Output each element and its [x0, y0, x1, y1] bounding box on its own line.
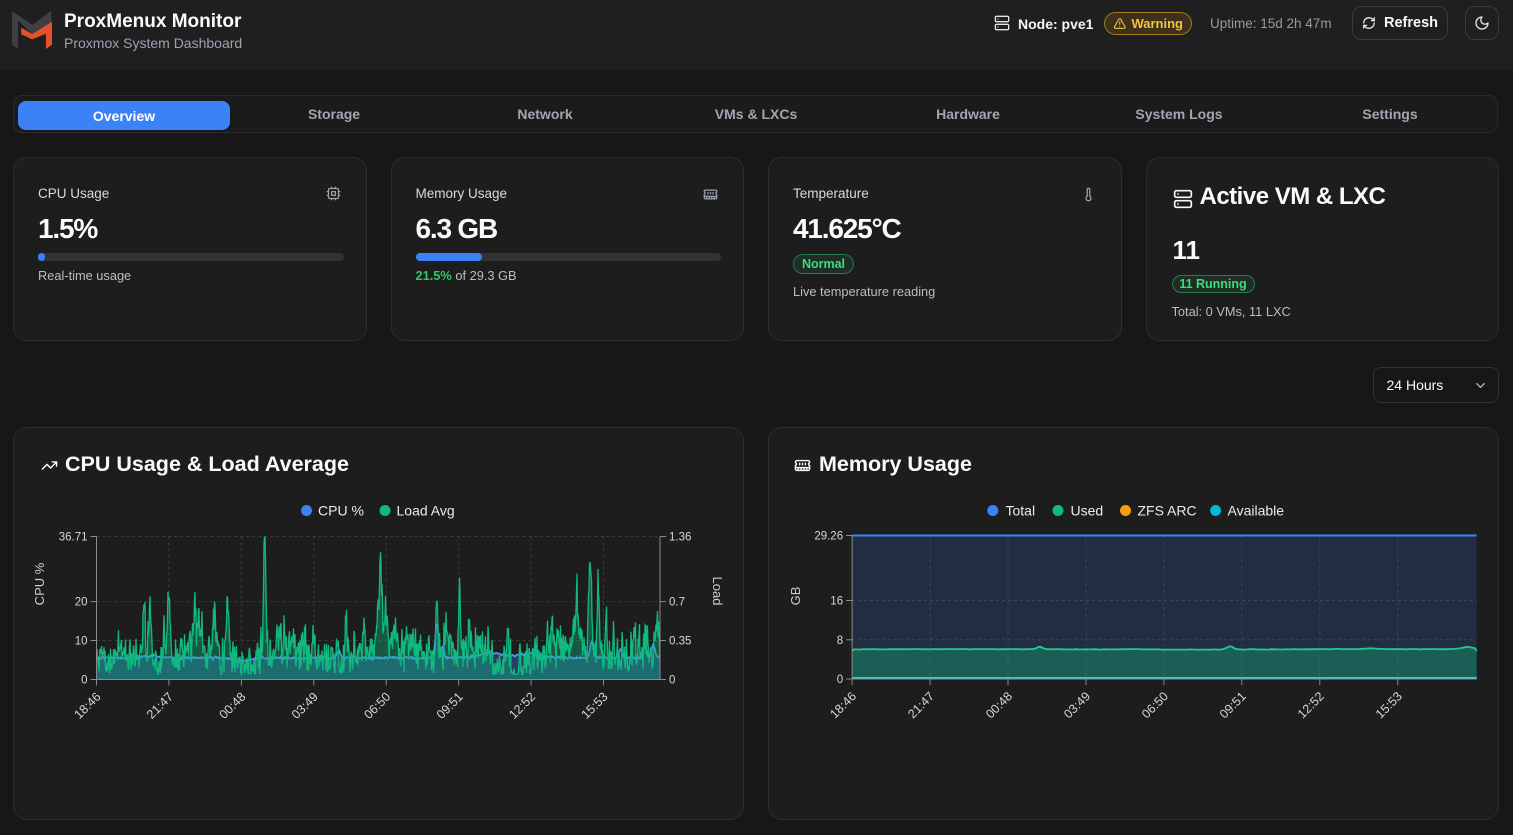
svg-text:00:48: 00:48: [983, 689, 1015, 721]
svg-text:0: 0: [837, 674, 843, 686]
svg-text:20: 20: [75, 597, 88, 609]
svg-text:0: 0: [669, 675, 675, 687]
svg-text:Used: Used: [1071, 503, 1104, 519]
svg-text:Load: Load: [710, 577, 725, 606]
svg-text:10: 10: [75, 636, 88, 648]
svg-text:03:49: 03:49: [1061, 689, 1093, 721]
svg-text:8: 8: [837, 635, 843, 647]
svg-text:1.36: 1.36: [669, 532, 691, 544]
svg-text:CPU %: CPU %: [32, 562, 47, 605]
svg-text:12:52: 12:52: [1295, 689, 1327, 721]
svg-text:GB: GB: [788, 587, 803, 606]
svg-text:21:47: 21:47: [905, 689, 937, 721]
svg-text:Available: Available: [1228, 503, 1285, 519]
svg-text:09:51: 09:51: [1217, 689, 1249, 721]
svg-text:15:53: 15:53: [1373, 689, 1405, 721]
svg-text:0.7: 0.7: [669, 597, 685, 609]
svg-text:ZFS ARC: ZFS ARC: [1138, 503, 1197, 519]
svg-text:29.26: 29.26: [814, 531, 843, 543]
svg-text:36.71: 36.71: [59, 532, 88, 544]
svg-text:0.35: 0.35: [669, 636, 691, 648]
svg-text:CPU %: CPU %: [318, 503, 364, 519]
svg-text:06:50: 06:50: [1139, 689, 1171, 721]
svg-text:Total: Total: [1006, 503, 1036, 519]
svg-text:Load Avg: Load Avg: [397, 503, 455, 519]
svg-text:18:46: 18:46: [827, 689, 859, 721]
svg-text:16: 16: [830, 596, 843, 608]
svg-text:0: 0: [81, 675, 87, 687]
